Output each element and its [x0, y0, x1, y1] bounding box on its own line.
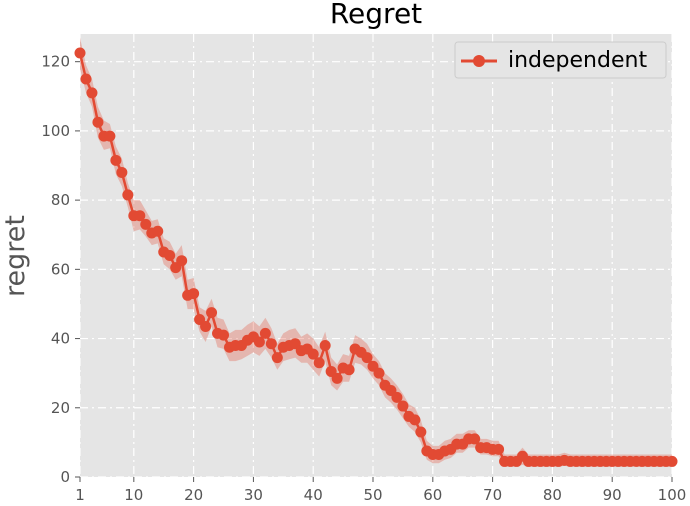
confidence-band-area	[80, 37, 672, 467]
legend-marker-swatch	[473, 55, 485, 67]
legend-box	[454, 41, 667, 79]
data-point	[319, 339, 331, 351]
y-tick-label: 100	[41, 122, 70, 140]
y-axis-ticks: 0 20 40 60 80 100 120	[41, 53, 80, 486]
data-point	[259, 327, 271, 339]
x-tick-label: 30	[244, 486, 263, 504]
data-point	[343, 364, 355, 376]
data-point	[176, 255, 188, 267]
data-point	[188, 288, 200, 300]
data-point	[493, 443, 505, 455]
y-tick-label: 20	[51, 399, 70, 417]
x-tick-label: 20	[184, 486, 203, 504]
legend: independent	[454, 41, 667, 79]
x-tick-label: 90	[603, 486, 622, 504]
data-point	[361, 352, 373, 364]
data-point	[397, 400, 409, 412]
data-point	[666, 455, 678, 467]
data-point	[80, 73, 92, 85]
data-point	[104, 130, 116, 142]
data-point	[122, 189, 134, 201]
data-point	[313, 357, 325, 369]
x-tick-label: 70	[483, 486, 502, 504]
x-tick-label: 80	[543, 486, 562, 504]
data-point	[307, 348, 319, 360]
x-tick-label: 60	[423, 486, 442, 504]
data-point	[206, 307, 218, 319]
data-point	[253, 336, 265, 348]
y-tick-label: 120	[41, 53, 70, 71]
data-point	[164, 250, 176, 261]
data-point	[218, 329, 230, 341]
x-tick-label: 40	[304, 486, 323, 504]
data-point	[469, 433, 481, 445]
data-point	[331, 372, 343, 384]
data-point	[409, 414, 421, 426]
data-point	[134, 210, 146, 222]
data-point	[271, 352, 283, 364]
y-tick-label: 40	[51, 330, 70, 348]
x-tick-label: 1	[75, 486, 85, 504]
plot-area	[80, 34, 672, 477]
data-point	[152, 225, 164, 237]
chart-title: Regret	[330, 0, 422, 30]
data-point	[110, 154, 122, 166]
data-point	[140, 218, 152, 230]
data-point	[391, 391, 403, 403]
x-tick-label: 100	[658, 486, 687, 504]
x-tick-label: 50	[363, 486, 382, 504]
y-axis-label: regret	[0, 215, 31, 297]
y-tick-label: 0	[60, 468, 70, 486]
data-point	[74, 47, 86, 59]
y-tick-label: 80	[51, 191, 70, 209]
legend-label: independent	[508, 48, 647, 73]
grid-lines	[79, 34, 673, 478]
data-point	[415, 426, 427, 438]
x-axis-ticks: 1 10 20 30 40 50 60 70 80 90 100	[75, 477, 686, 504]
data-point	[86, 87, 98, 99]
series-points	[74, 47, 678, 467]
x-tick-label: 10	[124, 486, 143, 504]
data-point	[200, 320, 212, 332]
data-point	[373, 367, 385, 379]
confidence-band	[80, 37, 672, 467]
data-point	[92, 116, 104, 128]
data-point	[265, 338, 277, 350]
data-point	[116, 166, 128, 178]
y-tick-label: 60	[51, 260, 70, 278]
